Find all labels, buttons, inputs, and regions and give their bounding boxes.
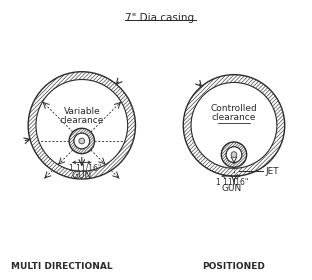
Circle shape: [79, 138, 85, 144]
Circle shape: [28, 72, 135, 179]
Text: clearance: clearance: [60, 116, 104, 125]
Text: 7" Dia casing: 7" Dia casing: [125, 13, 194, 23]
Text: GUN: GUN: [72, 171, 92, 179]
Text: Controlled: Controlled: [211, 104, 257, 113]
Text: GUN: GUN: [222, 184, 242, 193]
Circle shape: [183, 75, 285, 176]
Text: POSITIONED: POSITIONED: [202, 262, 266, 271]
Text: clearance: clearance: [212, 113, 256, 122]
Text: 1 11/16": 1 11/16": [216, 178, 248, 186]
Circle shape: [69, 128, 95, 154]
Text: 1 11/16": 1 11/16": [69, 164, 101, 173]
Circle shape: [74, 133, 90, 149]
Circle shape: [226, 147, 242, 162]
Text: Variable: Variable: [63, 107, 100, 116]
Circle shape: [231, 152, 237, 158]
Circle shape: [191, 82, 277, 168]
Circle shape: [74, 133, 90, 149]
Text: JET: JET: [265, 167, 279, 176]
Circle shape: [221, 142, 247, 167]
Circle shape: [36, 80, 128, 171]
Text: MULTI DIRECTIONAL: MULTI DIRECTIONAL: [11, 262, 112, 271]
Circle shape: [226, 147, 242, 162]
